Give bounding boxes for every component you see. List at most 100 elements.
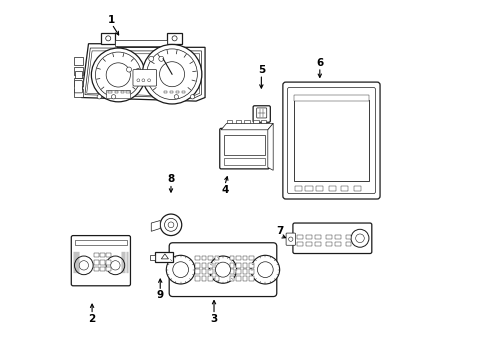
Polygon shape: [161, 254, 168, 259]
Bar: [314, 234, 320, 239]
Bar: [74, 89, 83, 97]
Circle shape: [91, 48, 145, 102]
FancyBboxPatch shape: [253, 106, 270, 122]
Circle shape: [172, 262, 188, 278]
Polygon shape: [151, 221, 160, 231]
Bar: [305, 234, 311, 239]
Bar: [100, 260, 105, 265]
Bar: [345, 242, 351, 246]
Bar: [214, 269, 219, 274]
FancyBboxPatch shape: [287, 87, 375, 194]
Circle shape: [105, 36, 110, 41]
Bar: [106, 90, 129, 98]
Bar: [202, 263, 206, 267]
Polygon shape: [85, 48, 201, 98]
FancyBboxPatch shape: [256, 108, 266, 118]
Bar: [195, 263, 200, 267]
Bar: [297, 234, 303, 239]
Bar: [224, 158, 264, 165]
Bar: [202, 269, 206, 274]
Circle shape: [137, 79, 140, 82]
Bar: [106, 253, 111, 257]
Bar: [115, 40, 167, 46]
Bar: [208, 276, 212, 281]
Circle shape: [159, 56, 163, 61]
Bar: [244, 120, 250, 123]
Bar: [294, 186, 301, 191]
Bar: [229, 276, 234, 281]
Bar: [224, 135, 264, 155]
Bar: [108, 91, 112, 93]
Bar: [94, 253, 99, 257]
Bar: [195, 269, 200, 274]
Bar: [226, 120, 232, 123]
Bar: [325, 242, 331, 246]
Bar: [242, 256, 247, 260]
Bar: [235, 120, 241, 123]
Circle shape: [190, 95, 194, 99]
FancyBboxPatch shape: [133, 69, 156, 86]
Bar: [121, 91, 124, 93]
Bar: [74, 57, 83, 64]
Bar: [94, 267, 99, 271]
Bar: [236, 269, 241, 274]
Circle shape: [355, 234, 364, 243]
Text: 1: 1: [108, 15, 115, 25]
FancyBboxPatch shape: [282, 82, 379, 199]
Circle shape: [172, 36, 177, 41]
Bar: [100, 253, 105, 257]
Bar: [182, 91, 185, 93]
Bar: [328, 186, 335, 191]
Bar: [106, 260, 111, 265]
Bar: [175, 91, 179, 93]
Bar: [334, 234, 340, 239]
Circle shape: [159, 62, 184, 87]
Bar: [195, 256, 200, 260]
Circle shape: [106, 63, 130, 87]
Polygon shape: [101, 33, 115, 44]
Bar: [229, 269, 234, 274]
Bar: [236, 263, 241, 267]
FancyBboxPatch shape: [71, 235, 130, 286]
Bar: [163, 91, 167, 93]
Circle shape: [74, 256, 93, 275]
Bar: [249, 276, 253, 281]
Bar: [150, 255, 155, 260]
Polygon shape: [267, 123, 273, 170]
FancyBboxPatch shape: [219, 129, 269, 169]
Circle shape: [288, 237, 292, 241]
Bar: [126, 91, 129, 93]
Circle shape: [147, 79, 150, 82]
Bar: [75, 71, 81, 78]
Circle shape: [142, 79, 144, 82]
Polygon shape: [86, 51, 199, 97]
Bar: [242, 276, 247, 281]
Text: 9: 9: [156, 291, 163, 301]
FancyBboxPatch shape: [292, 223, 371, 253]
Bar: [208, 256, 212, 260]
Polygon shape: [155, 252, 173, 262]
Circle shape: [111, 95, 116, 99]
Text: 4: 4: [221, 185, 228, 195]
Bar: [229, 263, 234, 267]
Text: 8: 8: [167, 174, 174, 184]
Text: 6: 6: [316, 58, 323, 68]
Circle shape: [160, 214, 182, 235]
Bar: [74, 67, 83, 75]
Bar: [75, 239, 126, 244]
FancyBboxPatch shape: [169, 243, 276, 297]
Bar: [169, 91, 173, 93]
Polygon shape: [81, 44, 204, 101]
FancyBboxPatch shape: [285, 233, 295, 245]
Circle shape: [215, 262, 230, 277]
Bar: [115, 91, 118, 93]
Bar: [202, 276, 206, 281]
FancyBboxPatch shape: [74, 81, 82, 93]
Bar: [242, 269, 247, 274]
Circle shape: [106, 256, 124, 275]
Bar: [305, 242, 311, 246]
Circle shape: [97, 95, 101, 99]
Bar: [345, 234, 351, 239]
Polygon shape: [221, 123, 273, 130]
Bar: [208, 263, 212, 267]
